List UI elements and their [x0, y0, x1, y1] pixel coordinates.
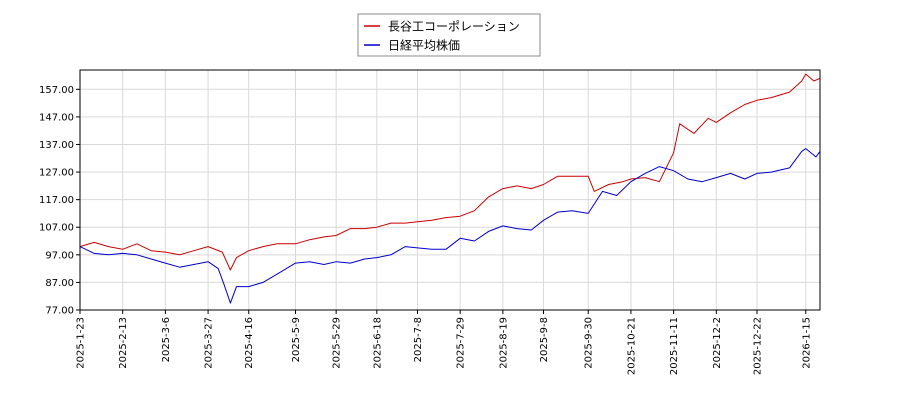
x-tick-label: 2025-10-21	[626, 317, 637, 375]
grid	[79, 70, 820, 311]
legend: 長谷工コーポレーション 日経平均株価	[357, 13, 541, 57]
plot-frame	[79, 69, 821, 311]
series-lines	[79, 73, 821, 304]
x-tick-label: 2025-12-2	[712, 317, 723, 369]
y-tick-label: 77.00	[45, 306, 74, 317]
legend-label-hasegawa: 長谷工コーポレーション	[388, 20, 520, 34]
y-tick-label: 127.00	[39, 168, 74, 179]
x-tick-label: 2025-1-23	[76, 317, 87, 369]
y-tick-label: 147.00	[39, 112, 74, 123]
x-tick-label: 2025-9-30	[584, 317, 595, 369]
y-tick-label: 157.00	[39, 85, 74, 96]
x-tick-label: 2025-4-16	[244, 317, 255, 369]
series-line-1	[79, 148, 821, 304]
x-tick-label: 2025-3-27	[204, 317, 215, 369]
x-tick-label: 2025-7-29	[456, 317, 467, 369]
legend-label-nikkei: 日経平均株価	[388, 38, 460, 53]
x-axis-ticks: 2025-1-23 2025-2-13 2025-3-6 2025-3-27 2025-…	[76, 310, 812, 375]
series-line-0	[79, 73, 821, 271]
x-tick-label: 2025-2-13	[118, 317, 129, 369]
y-tick-label: 107.00	[39, 223, 74, 234]
y-tick-label: 117.00	[39, 195, 74, 206]
x-tick-label: 2025-12-22	[752, 317, 763, 375]
y-tick-label: 137.00	[39, 140, 74, 151]
x-tick-label: 2025-5-29	[332, 317, 343, 369]
y-axis-ticks: 77.00 87.00 97.00 107.00 117.00 127.00 137.00 1…	[39, 85, 80, 317]
x-tick-label: 2025-3-6	[161, 317, 172, 362]
x-tick-label: 2025-9-8	[539, 317, 550, 362]
y-tick-label: 97.00	[45, 250, 74, 261]
x-tick-label: 2025-8-19	[498, 317, 509, 369]
x-tick-label: 2025-11-11	[669, 317, 680, 375]
y-tick-label: 87.00	[45, 278, 74, 289]
x-tick-label: 2025-7-8	[413, 317, 424, 362]
x-tick-label: 2025-5-9	[291, 317, 302, 362]
x-tick-label: 2026-1-15	[801, 317, 812, 369]
x-tick-label: 2025-6-18	[372, 317, 383, 369]
legend-box	[357, 13, 541, 57]
